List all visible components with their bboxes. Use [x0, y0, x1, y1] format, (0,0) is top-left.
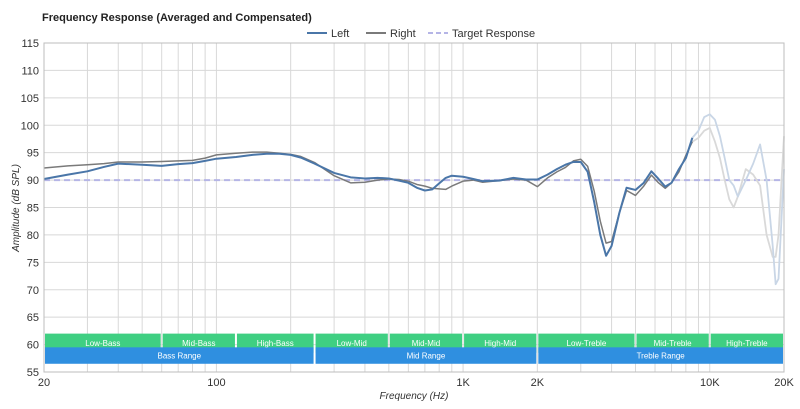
range-bands: Low-Bass Mid-Bass High-Bass Low-Mid Mid-Mid H… — [45, 333, 783, 364]
y-axis-ticks: 55 60 65 70 75 80 85 90 95 100 105 110 115 — [21, 38, 39, 379]
x-axis-label: Frequency (Hz) — [380, 391, 449, 402]
x-tick-label: 10K — [700, 377, 720, 389]
x-tick-label: 20K — [774, 377, 794, 389]
x-axis-ticks: 20 100 1K 2K 10K 20K — [38, 377, 795, 389]
x-tick-label: 20 — [38, 377, 50, 389]
sub-range-band-label: High-Treble — [726, 339, 768, 348]
series-lines — [43, 113, 785, 286]
sub-range-band-label: Low-Treble — [567, 339, 607, 348]
y-tick-label: 65 — [27, 312, 39, 324]
chart-title: Frequency Response (Averaged and Compens… — [42, 12, 312, 24]
main-range-band — [45, 347, 314, 364]
main-range-band — [315, 347, 537, 364]
main-range-band-label: Treble Range — [637, 352, 686, 361]
x-tick-label: 1K — [456, 377, 470, 389]
sub-range-band-label: High-Mid — [484, 339, 516, 348]
series-line-right — [43, 141, 694, 244]
series-line-left-faded — [691, 113, 785, 286]
y-tick-label: 105 — [21, 93, 39, 105]
series-line-right-faded — [691, 127, 785, 258]
main-range-band — [538, 347, 783, 364]
y-tick-label: 85 — [27, 203, 39, 215]
main-range-band-label: Bass Range — [157, 352, 201, 361]
y-tick-label: 55 — [27, 367, 39, 379]
main-range-band-label: Mid Range — [407, 352, 446, 361]
sub-range-band-label: Low-Bass — [85, 339, 120, 348]
y-tick-label: 75 — [27, 257, 39, 269]
grid — [43, 42, 785, 373]
y-tick-label: 60 — [27, 340, 39, 352]
y-tick-label: 90 — [27, 175, 39, 187]
plot-border — [43, 42, 785, 373]
x-tick-label: 2K — [531, 377, 545, 389]
legend-label-right: Right — [390, 28, 416, 40]
series-line-left — [43, 137, 694, 257]
y-tick-label: 110 — [21, 65, 39, 77]
y-tick-label: 100 — [21, 120, 39, 132]
y-tick-label: 115 — [21, 38, 39, 50]
legend-label-left: Left — [331, 28, 349, 40]
sub-range-band-label: Mid-Treble — [654, 339, 692, 348]
sub-range-band-label: Low-Mid — [337, 339, 367, 348]
legend: Left Right Target Response — [307, 28, 535, 40]
sub-range-band-label: Mid-Mid — [412, 339, 440, 348]
y-tick-label: 95 — [27, 148, 39, 160]
y-axis-label: Amplitude (dB SPL) — [11, 164, 22, 253]
y-tick-label: 80 — [27, 230, 39, 242]
x-tick-label: 100 — [207, 377, 225, 389]
legend-label-target-response: Target Response — [452, 28, 535, 40]
y-tick-label: 70 — [27, 285, 39, 297]
sub-range-band-label: Mid-Bass — [182, 339, 215, 348]
sub-range-band-label: High-Bass — [257, 339, 294, 348]
